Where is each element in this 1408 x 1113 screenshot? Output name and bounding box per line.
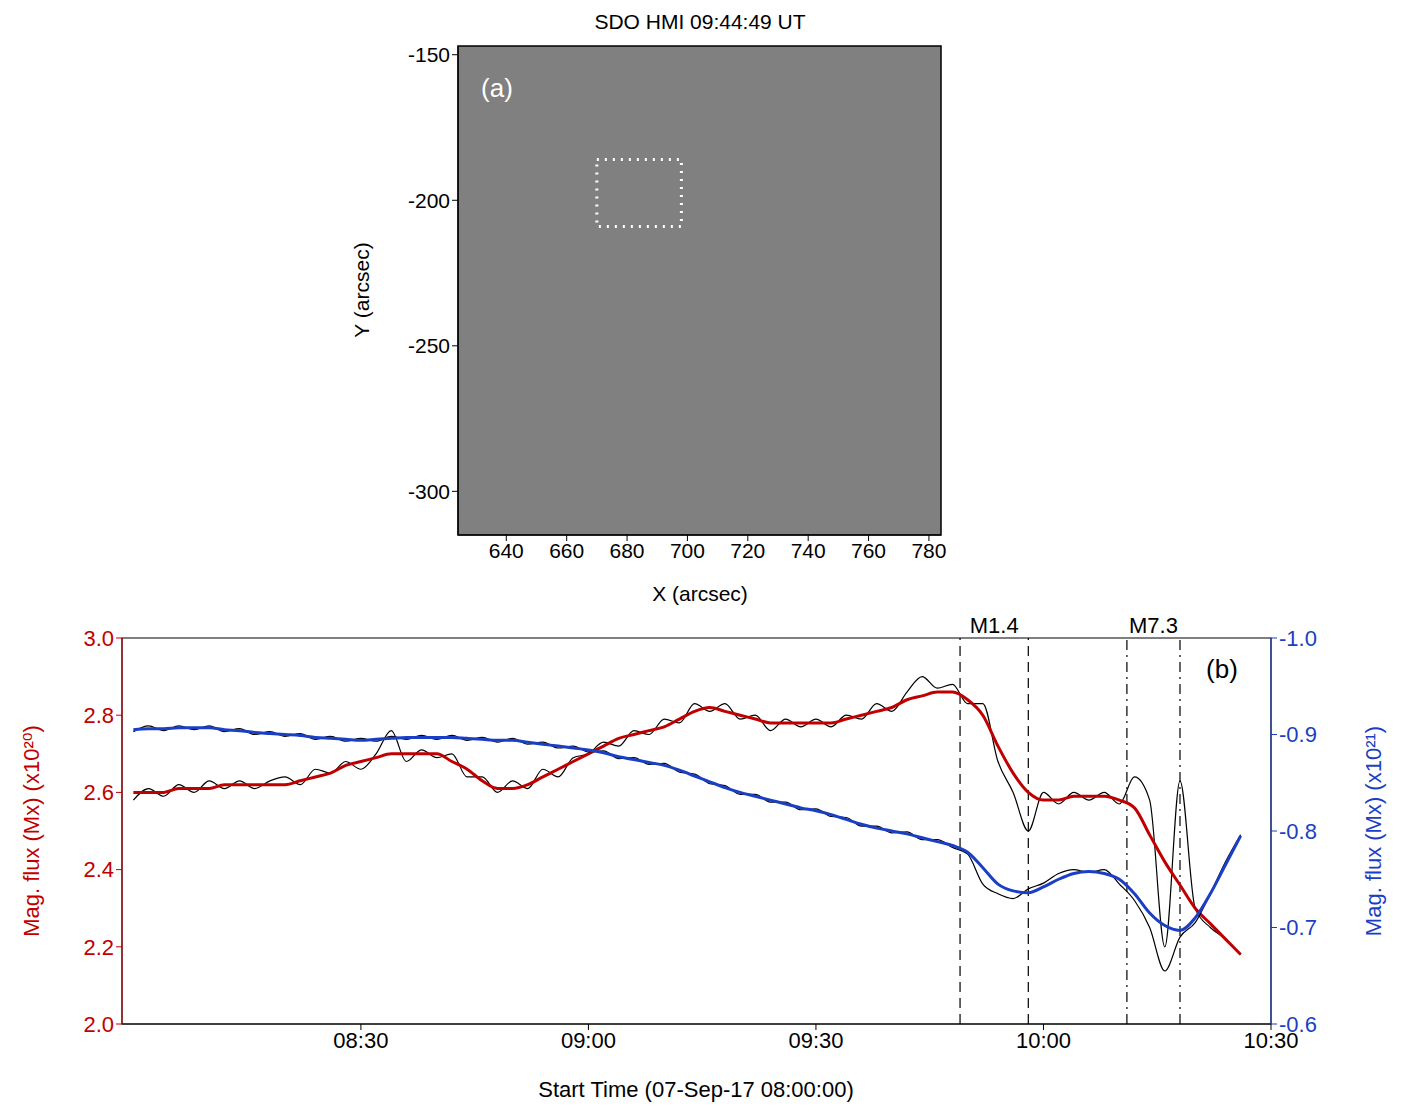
svg-text:2.6: 2.6 [83,780,114,805]
svg-text:-150: -150 [408,43,450,66]
svg-text:09:30: 09:30 [788,1028,843,1053]
html-text:Mag. flux (Mx) (x10²⁰): Mag. flux (Mx) (x10²⁰) [19,725,44,937]
html-text:SDO HMI 09:44:49 UT: SDO HMI 09:44:49 UT [594,10,806,33]
svg-text:-0.7: -0.7 [1279,915,1317,940]
svg-text:10:30: 10:30 [1243,1027,1299,1053]
svg-text:-200: -200 [408,189,450,212]
svg-text:2.8: 2.8 [83,703,114,728]
svg-text:660: 660 [549,539,584,562]
svg-text:2.0: 2.0 [83,1012,114,1037]
html-text:(a): (a) [481,72,513,103]
svg-text:740: 740 [791,539,826,562]
svg-text:-1.0: -1.0 [1279,626,1317,651]
svg-text:-0.8: -0.8 [1279,819,1317,844]
svg-text:10:00: 10:00 [1016,1028,1071,1053]
svg-text:2.4: 2.4 [83,857,114,882]
svg-text:-0.9: -0.9 [1279,722,1317,747]
svg-text:M7.3: M7.3 [1129,613,1178,638]
svg-text:-250: -250 [408,334,450,357]
svg-text:760: 760 [851,539,886,562]
svg-text:-0.6: -0.6 [1279,1012,1317,1037]
svg-text:2.2: 2.2 [83,935,114,960]
svg-text:640: 640 [489,539,524,562]
svg-text:780: 780 [911,539,946,562]
svg-text:720: 720 [730,539,765,562]
html-text:Y (arcsec): Y (arcsec) [350,242,373,338]
svg-text:09:00: 09:00 [561,1028,616,1053]
html-text:Start Time (07-Sep-17 08:00:00: Start Time (07-Sep-17 08:00:00) [538,1077,854,1102]
svg-text:-300: -300 [408,480,450,503]
svg-text:680: 680 [610,539,645,562]
html-text:(b): (b) [1206,653,1238,684]
svg-text:08:30: 08:30 [333,1028,388,1053]
svg-text:M1.4: M1.4 [970,613,1019,638]
svg-text:3.0: 3.0 [83,626,114,651]
svg-text:700: 700 [670,539,705,562]
html-text:X (arcsec): X (arcsec) [652,582,748,605]
html-text:Mag. flux (Mx) (x10²¹): Mag. flux (Mx) (x10²¹) [1361,725,1386,937]
